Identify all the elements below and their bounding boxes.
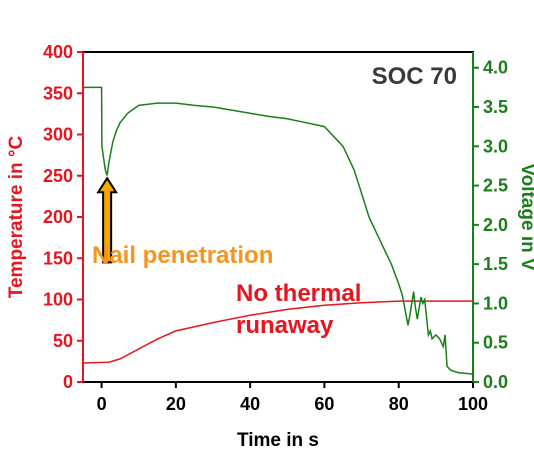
arrow-shape	[96, 176, 118, 264]
x-tick-label: 20	[166, 394, 186, 414]
right-tick-label: 1.5	[483, 254, 508, 274]
nail-penetration-label: Nail penetration	[92, 242, 273, 269]
left-tick-label: 100	[43, 290, 73, 310]
right-tick-label: 2.5	[483, 176, 508, 196]
left-tick-label: 250	[43, 166, 73, 186]
right-tick-label: 1.0	[483, 293, 508, 313]
left-tick-label: 150	[43, 248, 73, 268]
x-tick-label: 80	[389, 394, 409, 414]
x-tick-label: 60	[314, 394, 334, 414]
right-tick-label: 3.5	[483, 97, 508, 117]
right-tick-label: 2.0	[483, 215, 508, 235]
right-tick-label: 4.0	[483, 58, 508, 78]
x-tick-label: 100	[458, 394, 488, 414]
right-axis-title: Voltage in V	[517, 163, 534, 271]
left-tick-label: 350	[43, 83, 73, 103]
left-tick-label: 200	[43, 207, 73, 227]
nail-arrow-icon	[96, 176, 118, 264]
no-thermal-label: No thermal	[236, 280, 361, 307]
x-axis-ticks: 0 20 40 60 80 100	[97, 382, 488, 414]
temperature-series-line	[82, 300, 473, 364]
left-tick-label: 0	[63, 372, 73, 392]
right-tick-label: 3.0	[483, 136, 508, 156]
x-axis-title: Time in s	[237, 430, 319, 451]
left-axis-title: Temperature in °C	[6, 136, 27, 299]
right-tick-label: 0.0	[483, 372, 508, 392]
x-tick-label: 0	[97, 394, 107, 414]
right-tick-label: 0.5	[483, 333, 508, 353]
left-tick-label: 50	[53, 331, 73, 351]
left-axis-ticks: 0 50 100 150 200 250 300 350 400	[43, 42, 83, 392]
voltage-series-line	[83, 86, 474, 375]
runaway-label: runaway	[236, 312, 334, 339]
right-axis-ticks: 0.0 0.5 1.0 1.5 2.0 2.5 3.0 3.5 4.0	[473, 58, 508, 392]
left-tick-label: 300	[43, 125, 73, 145]
left-tick-label: 400	[43, 42, 73, 62]
x-tick-label: 40	[240, 394, 260, 414]
corner-label: SOC 70	[372, 63, 457, 90]
